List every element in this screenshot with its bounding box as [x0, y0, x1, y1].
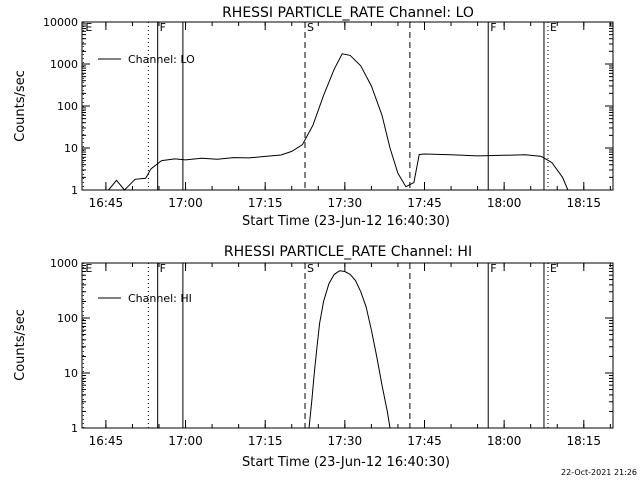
- x-tick-label: 17:30: [328, 196, 363, 210]
- marker-label: F: [490, 262, 496, 275]
- marker-label: S: [307, 262, 314, 275]
- x-axis-label-lo: Start Time (23-Jun-12 16:40:30): [242, 214, 450, 229]
- series-line: [108, 53, 569, 191]
- legend-label-hi: Channel: HI: [128, 292, 192, 305]
- series-hi: [308, 270, 391, 429]
- y-axis-hi: 1 10 100 1000: [50, 257, 613, 435]
- plot-frame-lo: [81, 21, 614, 191]
- x-tick-label: 17:45: [407, 196, 442, 210]
- marker-label: F: [160, 262, 166, 275]
- series-lo: [108, 53, 569, 191]
- marker-label: F: [160, 21, 166, 34]
- legend-label-lo: Channel: LO: [128, 53, 195, 66]
- y-tick-label: 1000: [50, 257, 78, 270]
- y-tick-label: 10: [64, 367, 78, 380]
- chart-title-hi: RHESSI PARTICLE_RATE Channel: HI: [224, 244, 472, 260]
- marker-label: E: [550, 262, 557, 275]
- x-tick-label: 17:00: [168, 434, 203, 448]
- y-tick-label: 1000: [50, 58, 78, 71]
- x-tick-label: 18:15: [566, 196, 601, 210]
- footer-timestamp: 22-Oct-2021 21:26: [561, 468, 637, 477]
- x-tick-label: 16:45: [89, 196, 124, 210]
- series-line: [308, 270, 391, 429]
- y-tick-label: 1: [71, 422, 78, 435]
- x-axis-hi: 16:45 17:00 17:15 17:30 17:45 18:00 18:15: [89, 263, 611, 448]
- marker-label: F: [490, 21, 496, 34]
- legend-lo: Channel: LO: [98, 53, 195, 66]
- marker-label: E: [85, 262, 92, 275]
- chart-panel-hi: RHESSI PARTICLE_RATE Channel: HI E F S F E 1…: [13, 244, 614, 470]
- y-axis-label-lo: Counts/sec: [13, 70, 28, 142]
- x-tick-label: 18:15: [566, 434, 601, 448]
- y-tick-label: 1: [71, 184, 78, 197]
- y-tick-label: 10: [64, 142, 78, 155]
- marker-label: E: [85, 21, 92, 34]
- y-tick-label: 10000: [43, 16, 78, 29]
- y-axis-label-hi: Counts/sec: [13, 309, 28, 381]
- x-tick-label: 17:15: [248, 434, 283, 448]
- x-axis-label-hi: Start Time (23-Jun-12 16:40:30): [242, 455, 450, 470]
- y-tick-label: 100: [57, 100, 78, 113]
- x-tick-label: 17:00: [168, 196, 203, 210]
- x-tick-label: 17:45: [407, 434, 442, 448]
- chart-title-lo: RHESSI PARTICLE_RATE Channel: LO: [222, 5, 474, 21]
- legend-hi: Channel: HI: [98, 292, 192, 305]
- x-tick-label: 18:00: [487, 434, 522, 448]
- y-tick-label: 100: [57, 312, 78, 325]
- marker-label: S: [307, 21, 314, 34]
- marker-label: E: [550, 21, 557, 34]
- plot-frame-hi: [81, 262, 614, 429]
- x-tick-label: 17:30: [328, 434, 363, 448]
- x-axis-lo: 16:45 17:00 17:15 17:30 17:45 18:00 18:15: [89, 22, 611, 210]
- x-tick-label: 16:45: [89, 434, 124, 448]
- y-axis-lo: 1 10 100 1000 10000: [43, 16, 613, 197]
- x-tick-label: 18:00: [487, 196, 522, 210]
- x-tick-label: 17:15: [248, 196, 283, 210]
- chart-panel-lo: RHESSI PARTICLE_RATE Channel: LO E F S F E 1…: [13, 5, 614, 229]
